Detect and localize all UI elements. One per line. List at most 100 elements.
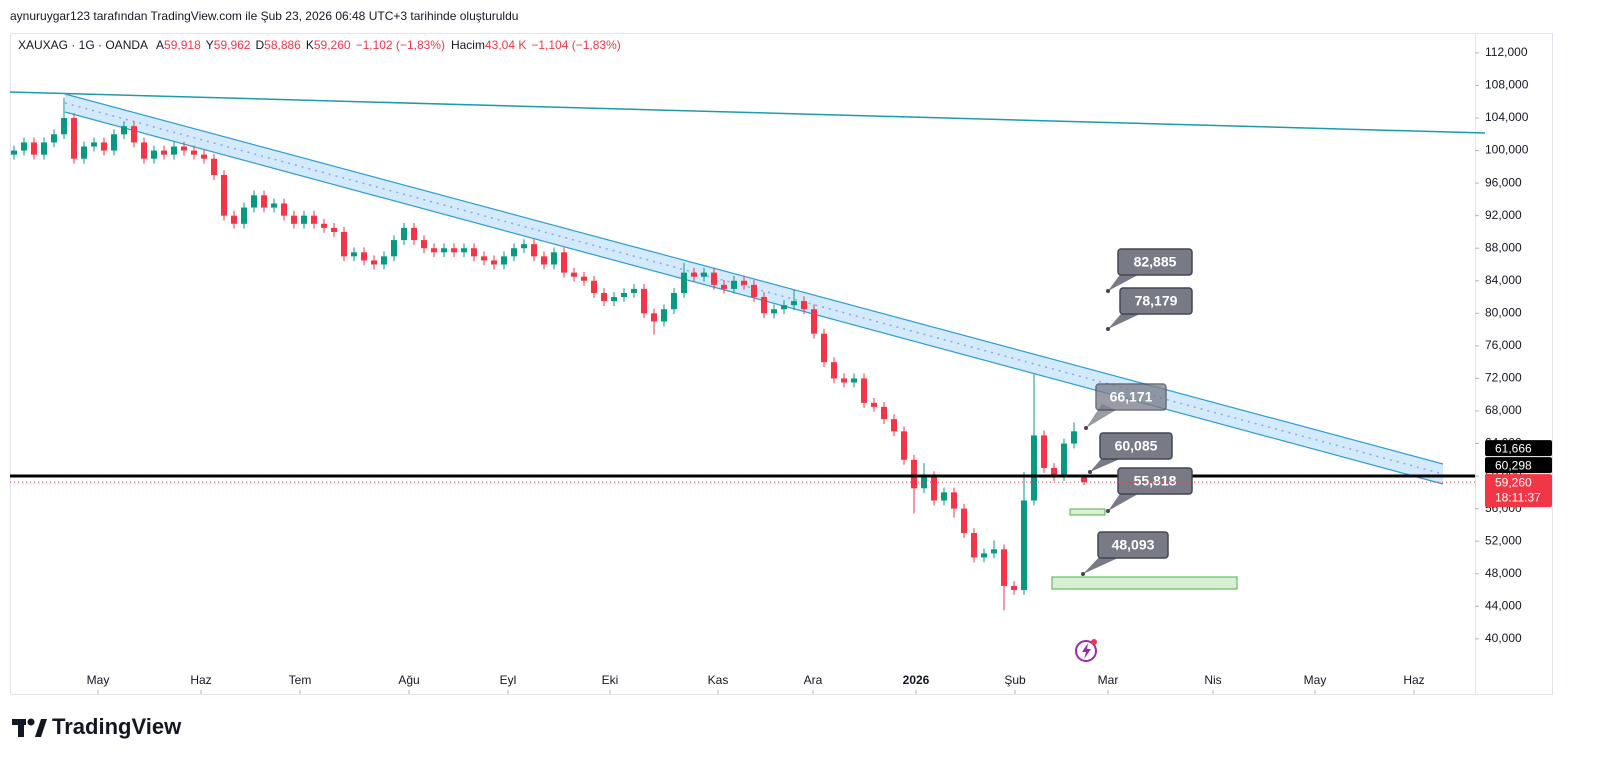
callout-label: 78,179 xyxy=(1135,293,1178,309)
callout-label: 60,085 xyxy=(1115,438,1158,454)
legend-item: −1,102 (−1,83%) xyxy=(356,38,445,52)
x-tick-label: Haz xyxy=(190,673,211,687)
candle-body xyxy=(901,431,907,460)
callout-tip xyxy=(1081,572,1085,576)
candles xyxy=(11,97,1087,611)
y-tick-label: 88,000 xyxy=(1485,240,1522,254)
candle-body xyxy=(771,309,777,314)
candle-body xyxy=(51,134,57,143)
x-tick-label: May xyxy=(87,673,110,687)
axes: 40,00044,00048,00052,00056,00060,00064,0… xyxy=(10,45,1552,694)
candle-body xyxy=(411,227,417,241)
y-tick-label: 92,000 xyxy=(1485,208,1522,222)
legend-item: 58,886 xyxy=(264,38,301,52)
candle-body xyxy=(11,150,17,155)
candle-body xyxy=(761,297,767,314)
candle-body xyxy=(711,272,717,285)
callout-box xyxy=(1117,248,1193,276)
channel-upper xyxy=(64,93,1444,465)
candle-body xyxy=(141,142,147,159)
y-tick-label: 72,000 xyxy=(1485,371,1522,385)
candle-body xyxy=(171,146,177,155)
callout-tip xyxy=(1088,470,1092,474)
candle-body xyxy=(851,378,857,383)
x-tick-label: Eyl xyxy=(500,673,517,687)
legend-item: 43,04 K xyxy=(485,38,526,52)
x-tick-label: Nis xyxy=(1204,673,1221,687)
zone xyxy=(1069,508,1106,516)
candle-body xyxy=(801,301,807,310)
last-price-box xyxy=(1485,474,1552,508)
candle-body xyxy=(741,280,747,285)
x-tick-label: Kas xyxy=(708,673,729,687)
candle-body xyxy=(41,142,47,155)
y-tick-label: 100,000 xyxy=(1485,143,1529,157)
candle-body xyxy=(911,459,917,489)
candle-body xyxy=(491,260,497,265)
legend-text: XAUXAG · 1G · OANDA A59,918 Y59,962 D58,886… xyxy=(18,38,621,52)
candle-body xyxy=(311,215,317,224)
candle-body xyxy=(591,280,597,293)
price-label: 60,298 xyxy=(1495,458,1532,472)
candle-body xyxy=(871,402,877,407)
legend-item: 59,260 xyxy=(314,38,351,52)
legend-item: A xyxy=(156,38,164,52)
candle-body xyxy=(651,313,657,322)
candle-body xyxy=(571,272,577,277)
candle-body xyxy=(981,553,987,558)
candle-body xyxy=(601,292,607,302)
candle-body xyxy=(1041,435,1047,468)
candle-body xyxy=(921,476,927,489)
zone xyxy=(1051,576,1238,590)
last-price-label: 59,260 xyxy=(1495,475,1532,489)
trend-line xyxy=(9,91,1486,134)
candle-body xyxy=(461,248,467,253)
candle-body xyxy=(21,142,27,151)
y-tick-label: 104,000 xyxy=(1485,110,1529,124)
candle-body xyxy=(671,292,677,310)
candle-body xyxy=(841,378,847,383)
candle-body xyxy=(961,508,967,534)
candle-body xyxy=(971,533,977,558)
candle-body xyxy=(211,158,217,175)
candle-body xyxy=(81,146,87,159)
callout-tip xyxy=(1106,327,1110,331)
y-tick-label: 76,000 xyxy=(1485,338,1522,352)
candle-body xyxy=(1051,467,1057,477)
callout-box xyxy=(1099,432,1173,460)
candle-body xyxy=(861,378,867,403)
candle-body xyxy=(161,150,167,155)
y-tick-label: 80,000 xyxy=(1485,305,1522,319)
y-tick-label: 112,000 xyxy=(1485,45,1528,59)
callout-label: 55,818 xyxy=(1134,473,1177,489)
candle-body xyxy=(91,142,97,147)
x-tick-label: Mar xyxy=(1098,673,1119,687)
callouts: 82,885 78,179 66,171 60,085 55,818 48,093 xyxy=(1081,248,1193,576)
event-icon-bolt xyxy=(1082,643,1091,659)
callout-box xyxy=(1097,531,1169,559)
callout-tip xyxy=(1084,426,1088,430)
candle-body xyxy=(431,248,437,253)
candle-body xyxy=(231,215,237,224)
brand-name: TradingView xyxy=(52,714,182,739)
y-tick-label: 44,000 xyxy=(1485,598,1522,612)
candle-body xyxy=(931,476,937,501)
x-tick-label: Ağu xyxy=(398,673,419,687)
candle-body xyxy=(991,549,997,554)
candle-body xyxy=(1021,500,1027,591)
candle-body xyxy=(511,248,517,257)
price-label-box xyxy=(1485,440,1552,457)
x-tick-label: 2026 xyxy=(903,673,930,687)
candle-body xyxy=(751,284,757,298)
candle-body xyxy=(341,231,347,257)
candle-body xyxy=(201,154,207,159)
candle-body xyxy=(151,150,157,159)
candle-body xyxy=(121,126,127,135)
y-tick-label: 84,000 xyxy=(1485,273,1522,287)
legend-item: Hacim xyxy=(451,38,485,52)
candle-body xyxy=(31,142,37,155)
x-tick-label: May xyxy=(1304,673,1327,687)
candle-body xyxy=(301,215,307,224)
